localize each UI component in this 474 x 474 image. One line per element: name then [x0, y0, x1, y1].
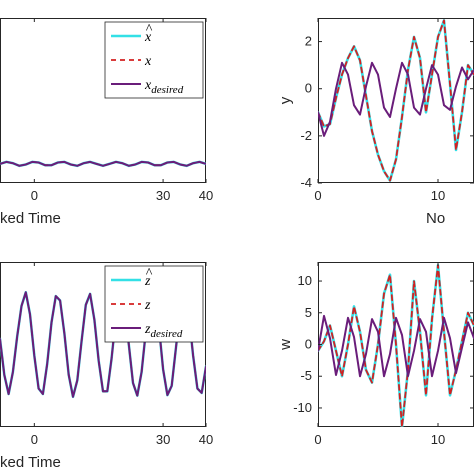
x-axis-label: ked Time	[0, 210, 61, 227]
x-tick-label: 10	[431, 188, 445, 203]
x-tick-label: 0	[31, 432, 38, 447]
y-tick-label: 0	[305, 337, 312, 352]
series-line-desired	[318, 314, 474, 378]
series-group	[0, 160, 206, 168]
x-tick-label: 40	[199, 188, 213, 203]
legend-hat: ^	[146, 22, 153, 37]
panel-br: 0 10 -10 -5 0 5 10 w	[277, 262, 474, 447]
legend-label: x	[144, 54, 152, 69]
series-group	[318, 19, 474, 182]
series-line-desired	[0, 291, 206, 398]
x-tick-label: 0	[314, 188, 321, 203]
y-tick-label: 10	[298, 273, 312, 288]
panel-tr: 0 10 -4 -2 0 2 No y	[277, 18, 474, 227]
x-axis-label: ked Time	[0, 454, 61, 471]
legend-hat: ^	[146, 266, 153, 281]
series-group	[318, 263, 474, 427]
x-tick-label: 30	[156, 432, 170, 447]
series-line-actual	[318, 264, 474, 427]
axes-box	[0, 18, 206, 183]
x-tick-label: 0	[31, 188, 38, 203]
series-group	[0, 290, 206, 399]
series-line-desired	[318, 61, 474, 137]
series-line-desired	[0, 160, 206, 167]
y-axis-label: y	[277, 96, 294, 104]
x-tick-label: 40	[199, 432, 213, 447]
y-tick-label: -2	[300, 128, 312, 143]
legend-label: x	[144, 30, 152, 45]
x-tick-label: 30	[156, 188, 170, 203]
legend-label: z	[144, 274, 151, 289]
series-line-actual	[318, 19, 474, 182]
y-tick-label: -5	[300, 368, 312, 383]
x-tick-label: 10	[431, 432, 445, 447]
y-axis-label: w	[277, 339, 294, 351]
x-tick-label: 0	[314, 432, 321, 447]
y-tick-label: 5	[305, 305, 312, 320]
y-tick-label: -10	[293, 400, 312, 415]
x-axis-label: No	[426, 210, 445, 227]
y-tick-label: 0	[305, 81, 312, 96]
y-tick-label: -4	[300, 175, 312, 190]
y-tick-label: 2	[305, 34, 312, 49]
legend-label: z	[144, 298, 151, 313]
